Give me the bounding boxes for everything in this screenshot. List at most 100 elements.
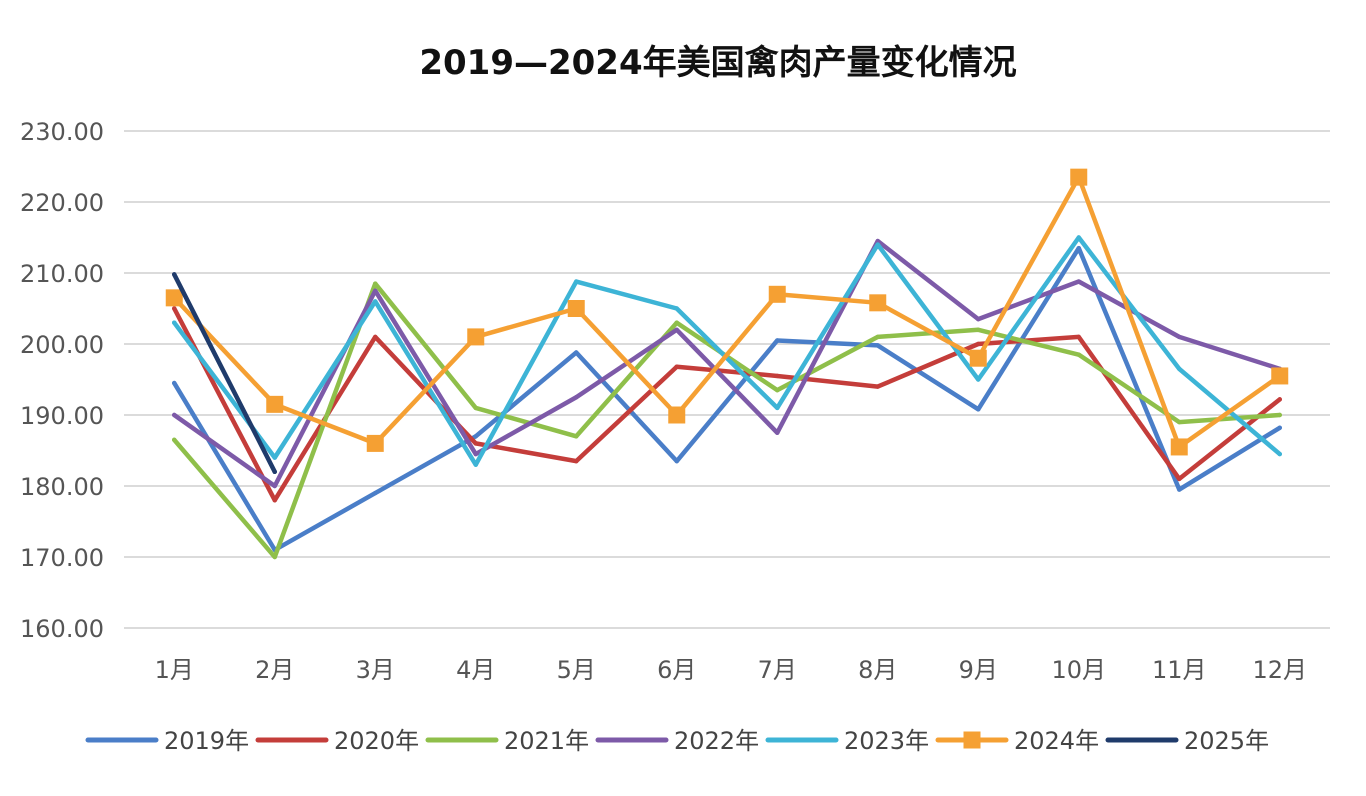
data-point xyxy=(1277,397,1282,402)
data-point xyxy=(172,412,177,418)
legend-marker xyxy=(963,731,981,749)
legend-item: 2024年 xyxy=(935,727,1099,755)
x-tick-label: 11月 xyxy=(1152,656,1207,684)
series-line xyxy=(172,235,1282,467)
legend-label: 2025年 xyxy=(1184,727,1269,755)
data-point xyxy=(875,343,880,348)
data-point xyxy=(969,349,987,367)
x-tick-label: 8月 xyxy=(858,656,897,684)
y-tick-label: 190.00 xyxy=(20,402,104,430)
legend-item: 2023年 xyxy=(765,727,929,755)
legend-item: 2022年 xyxy=(595,727,759,755)
data-point xyxy=(373,281,378,286)
legend-item: 2021年 xyxy=(425,727,589,755)
data-point xyxy=(567,300,585,317)
data-point xyxy=(674,458,679,464)
data-point xyxy=(373,299,378,304)
data-point xyxy=(272,455,277,460)
x-tick-label: 5月 xyxy=(557,656,596,684)
data-point xyxy=(1277,451,1282,457)
data-point xyxy=(1070,168,1088,186)
data-point xyxy=(869,294,887,312)
data-point xyxy=(172,272,177,277)
y-tick-label: 220.00 xyxy=(20,189,104,217)
data-point xyxy=(674,306,679,311)
data-point xyxy=(976,341,981,347)
y-tick-label: 160.00 xyxy=(20,615,104,643)
data-point xyxy=(172,437,177,443)
legend-label: 2021年 xyxy=(504,727,589,755)
legend-item: 2025年 xyxy=(1105,727,1269,755)
series-6 xyxy=(165,168,1289,456)
y-tick-label: 180.00 xyxy=(20,473,104,501)
legend-label: 2023年 xyxy=(844,727,929,755)
data-point xyxy=(473,462,478,467)
series-line xyxy=(172,245,1282,553)
y-axis-ticks: 160.00 170.00 180.00 190.00 200.00 210.00 220.… xyxy=(20,118,104,643)
data-point xyxy=(775,405,780,411)
data-point xyxy=(473,434,478,439)
data-point xyxy=(266,395,284,413)
data-point xyxy=(373,334,378,340)
x-tick-label: 6月 xyxy=(657,656,696,684)
legend-label: 2022年 xyxy=(674,727,759,755)
data-point xyxy=(674,364,679,369)
data-point xyxy=(373,288,378,293)
x-tick-label: 7月 xyxy=(758,656,797,684)
data-point xyxy=(467,328,485,346)
data-point xyxy=(1170,438,1188,456)
data-point xyxy=(473,451,478,457)
data-point xyxy=(1076,334,1081,340)
y-tick-label: 200.00 xyxy=(20,331,104,359)
data-point xyxy=(1177,419,1182,425)
series-line xyxy=(172,281,1282,560)
data-point xyxy=(775,387,780,393)
y-tick-label: 230.00 xyxy=(20,118,104,146)
data-point xyxy=(165,289,183,307)
data-point xyxy=(1277,412,1282,418)
data-point xyxy=(373,490,378,496)
data-point xyxy=(1177,334,1182,340)
series-lines xyxy=(165,168,1289,560)
data-point xyxy=(1076,352,1081,357)
y-tick-label: 210.00 xyxy=(20,260,104,288)
data-point xyxy=(875,238,880,244)
series-line xyxy=(172,174,1282,450)
data-point xyxy=(473,405,478,411)
data-point xyxy=(674,327,679,332)
data-point xyxy=(1177,366,1182,372)
x-tick-label: 4月 xyxy=(456,656,495,684)
data-point xyxy=(875,384,880,389)
data-point xyxy=(1177,487,1182,492)
data-point xyxy=(1277,425,1282,430)
data-point xyxy=(272,554,277,560)
data-point xyxy=(976,377,981,382)
series-line xyxy=(172,306,1282,503)
data-point xyxy=(775,338,780,343)
data-point xyxy=(1076,235,1081,240)
data-point xyxy=(768,285,786,303)
data-point xyxy=(272,469,277,474)
x-tick-label: 10月 xyxy=(1051,656,1106,684)
data-point xyxy=(574,434,579,439)
data-point xyxy=(875,242,880,247)
data-point xyxy=(1177,476,1182,482)
x-tick-label: 3月 xyxy=(356,656,395,684)
y-tick-label: 170.00 xyxy=(20,544,104,572)
data-point xyxy=(574,279,579,284)
chart-title: 2019—2024年美国禽肉产量变化情况 xyxy=(419,43,1016,83)
data-point xyxy=(272,498,277,503)
data-point xyxy=(976,327,981,332)
x-axis-ticks: 1月 2月 3月 4月 5月 6月 7月 8月 9月 10月 11月 12月 xyxy=(155,656,1307,684)
x-tick-label: 2月 xyxy=(255,656,294,684)
x-tick-label: 12月 xyxy=(1252,656,1307,684)
data-point xyxy=(976,407,981,412)
data-point xyxy=(272,483,277,489)
data-point xyxy=(976,316,981,322)
data-point xyxy=(366,434,384,452)
data-point xyxy=(172,380,177,386)
legend: 2019年 2020年 2021年 2022年 2023年 2024年 2025年 xyxy=(85,727,1269,755)
series-2 xyxy=(172,306,1282,503)
